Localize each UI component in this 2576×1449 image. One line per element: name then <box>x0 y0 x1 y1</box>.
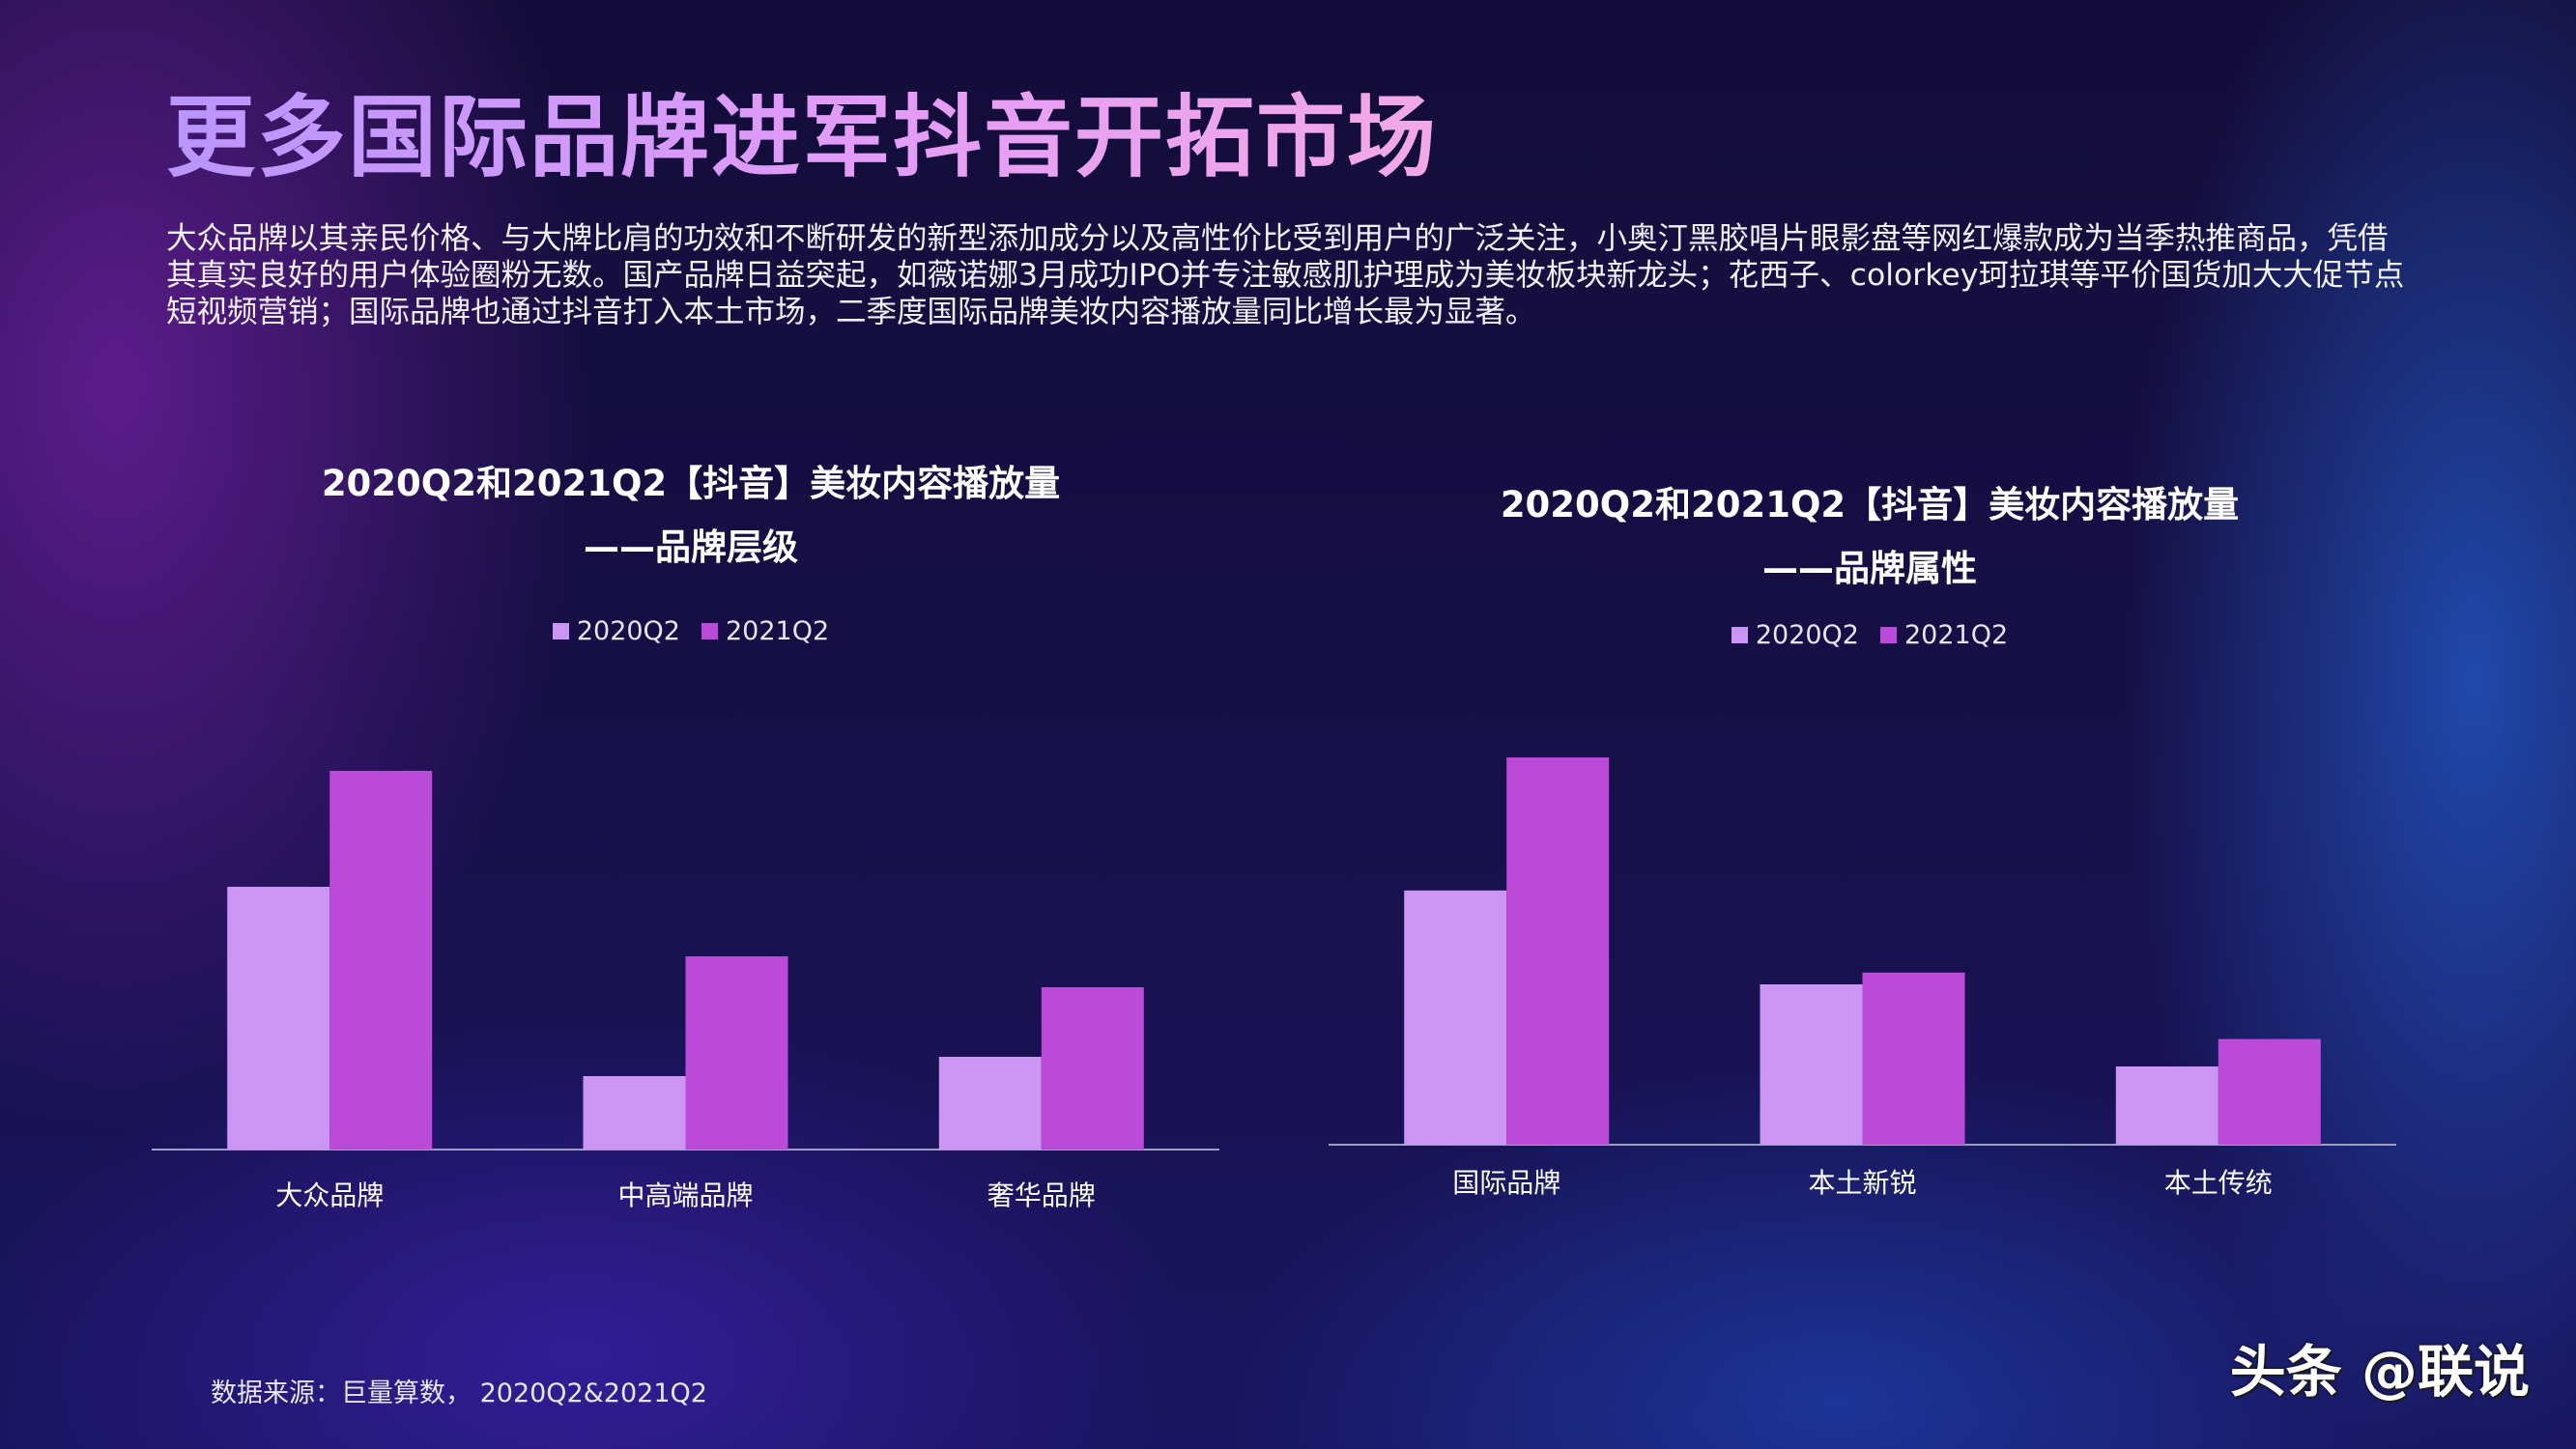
chart-title: 2020Q2和2021Q2【抖音】美妆内容播放量 <box>321 463 1061 504</box>
chart-legend: 2020Q2 2021Q2 <box>145 616 1237 646</box>
bar-2020Q2-中高端品牌 <box>583 1076 686 1150</box>
legend-swatch-2021 <box>701 623 718 639</box>
x-tick-label: 本土新锐 <box>1808 1167 1916 1199</box>
legend-swatch-2020 <box>1731 627 1748 643</box>
chart-brand-tier: 大众品牌 中高端品牌 奢华品牌 2020Q2和2021Q2【抖音】美妆内容播放量 —… <box>145 454 1237 1227</box>
bar-2020Q2-奢华品牌 <box>938 1057 1042 1150</box>
bar-2021Q2-本土传统 <box>2218 1038 2321 1145</box>
bar-2020Q2-本土传统 <box>2115 1066 2218 1145</box>
chart-plot-brand-tier: 大众品牌 中高端品牌 奢华品牌 <box>152 771 1219 1211</box>
legend-label-2020: 2020Q2 <box>1755 620 1859 650</box>
chart-subtitle: ——品牌属性 <box>1762 548 1977 589</box>
bar-2020Q2-本土新锐 <box>1760 984 1863 1145</box>
legend-label-2021: 2021Q2 <box>726 616 830 646</box>
chart-brand-attribute: 国际品牌 本土新锐 本土传统 2020Q2和2021Q2【抖音】美妆内容播放量 ——… <box>1324 454 2416 1227</box>
legend-label-2020: 2020Q2 <box>576 616 680 646</box>
data-source-note: 数据来源：巨量算数， 2020Q2&2021Q2 <box>211 1378 707 1408</box>
x-tick-label: 中高端品牌 <box>617 1179 753 1211</box>
chart-subtitle: ——品牌层级 <box>584 526 798 568</box>
legend-swatch-2021 <box>1880 627 1897 643</box>
x-tick-label: 奢华品牌 <box>987 1179 1096 1211</box>
x-tick-label: 大众品牌 <box>275 1179 384 1211</box>
intro-paragraph: 大众品牌以其亲民价格、与大牌比肩的功效和不断研发的新型添加成分以及高性价比受到用… <box>166 221 2405 329</box>
watermark-logo: 头条 @联说 <box>2229 1339 2530 1405</box>
legend-item-2021: 2021Q2 <box>701 616 829 646</box>
legend-label-2021: 2021Q2 <box>1904 620 2009 650</box>
bar-2021Q2-国际品牌 <box>1506 757 1610 1145</box>
x-tick-label: 本土传统 <box>2164 1167 2273 1199</box>
bar-2021Q2-本土新锐 <box>1862 972 1965 1145</box>
chart-title: 2020Q2和2021Q2【抖音】美妆内容播放量 <box>1500 484 2240 526</box>
legend-item-2020: 2020Q2 <box>552 616 680 646</box>
chart-legend: 2020Q2 2021Q2 <box>1324 620 2416 650</box>
legend-item-2021: 2021Q2 <box>1880 620 2008 650</box>
x-tick-label: 国际品牌 <box>1452 1167 1560 1199</box>
page-title: 更多国际品牌进军抖音开拓市场 <box>166 86 1439 189</box>
bar-2020Q2-国际品牌 <box>1404 890 1507 1146</box>
bar-2021Q2-奢华品牌 <box>1041 987 1144 1150</box>
bar-2021Q2-中高端品牌 <box>685 956 788 1150</box>
legend-item-2020: 2020Q2 <box>1731 620 1859 650</box>
legend-swatch-2020 <box>552 623 569 639</box>
bar-2021Q2-大众品牌 <box>329 771 433 1150</box>
bar-2020Q2-大众品牌 <box>227 887 330 1150</box>
chart-plot-brand-attribute: 国际品牌 本土新锐 本土传统 <box>1329 757 2396 1199</box>
